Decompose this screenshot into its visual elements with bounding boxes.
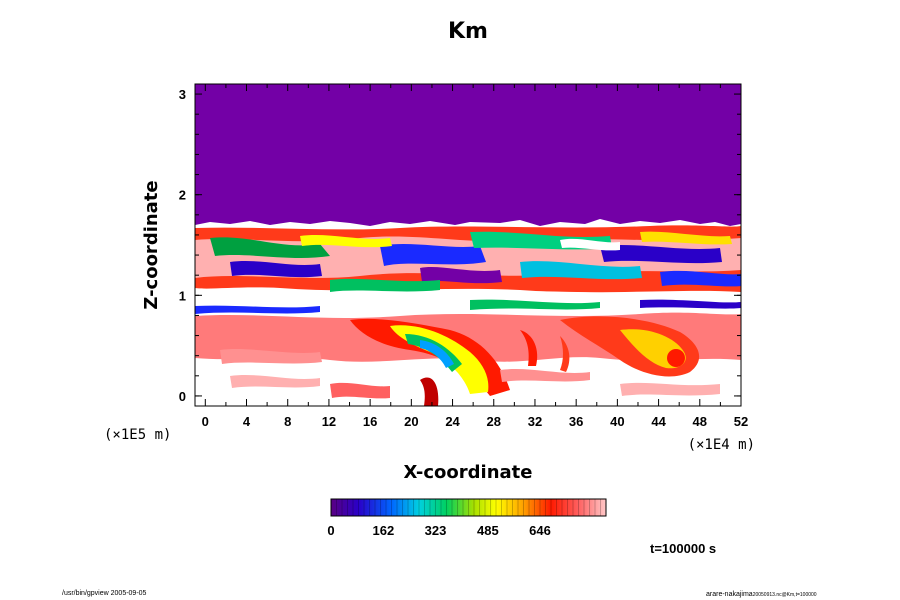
y-tick-label: 0 (179, 389, 186, 404)
x-tick-label: 36 (569, 414, 583, 429)
y-tick-label: 1 (179, 288, 186, 303)
chart-title: Km (448, 19, 488, 44)
colorbar-divisions (336, 499, 601, 516)
y-axis-label: Z-coordinate (141, 180, 162, 309)
colorbar-label: 0 (327, 523, 334, 538)
turbulent-band (195, 225, 741, 293)
white-gap (195, 290, 741, 304)
footer-right-main: arare-nakajima (706, 591, 753, 598)
y-tick-label: 2 (179, 188, 186, 203)
plot-frame (194, 83, 742, 407)
colorbar-label: 162 (373, 523, 395, 538)
x-tick-label: 16 (363, 414, 377, 429)
x-tick-label: 32 (528, 414, 542, 429)
footer-right-sub: 20050913.nc@Km,t=100000 (753, 592, 817, 598)
colorbar-label: 323 (425, 523, 447, 538)
x-scale-label: (×1E4 m) (688, 437, 755, 453)
lower-plumes (195, 312, 741, 406)
x-tick-label: 52 (734, 414, 748, 429)
x-tick-label: 4 (243, 414, 251, 429)
top-layer (195, 84, 741, 226)
colorbar-label: 485 (477, 523, 499, 538)
x-tick-label: 44 (651, 414, 666, 429)
x-axis-label: X-coordinate (404, 462, 533, 483)
x-ticks: 0 4 8 12 16 20 24 28 32 36 40 44 48 52 (202, 84, 748, 429)
x-tick-label: 40 (610, 414, 624, 429)
footer-right: arare-nakajima20050913.nc@Km,t=100000 (706, 591, 817, 598)
x-tick-label: 12 (322, 414, 336, 429)
x-tick-label: 20 (404, 414, 418, 429)
z-scale-label: (×1E5 m) (104, 427, 171, 443)
x-tick-label: 48 (693, 414, 707, 429)
heatmap-field (195, 84, 741, 406)
x-tick-label: 8 (284, 414, 291, 429)
colorbar-labels: 0 162 323 485 646 (327, 523, 550, 538)
x-tick-label: 0 (202, 414, 209, 429)
colorbar-label: 646 (529, 523, 551, 538)
y-ticks: 0 1 2 3 (179, 87, 741, 404)
time-label: t=100000 s (650, 541, 716, 556)
x-tick-label: 24 (445, 414, 460, 429)
footer-left: /usr/bin/gpview 2005-09-05 (62, 590, 147, 597)
x-tick-label: 28 (487, 414, 501, 429)
y-tick-label: 3 (179, 87, 186, 102)
